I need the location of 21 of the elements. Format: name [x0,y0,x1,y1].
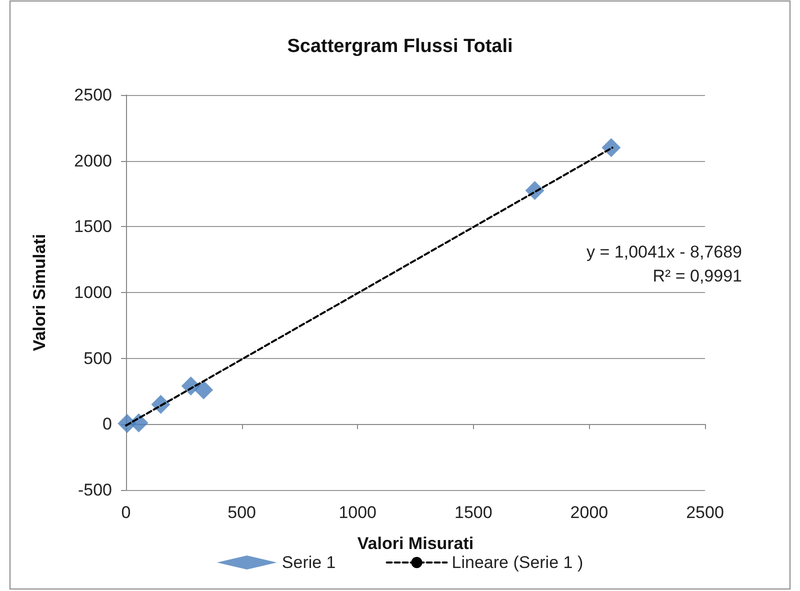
legend-label: Lineare (Serie 1 ) [452,553,584,572]
point [194,380,214,400]
legend-label: Serie 1 [282,553,336,572]
point [602,138,621,158]
x-tick-label: 500 [228,503,256,522]
y-axis-title: Valori Simulati [30,234,49,352]
chart-title: Scattergram Flussi Totali [287,36,513,57]
y-tick-label: -500 [78,480,112,500]
y-tick-label: 0 [102,414,112,434]
y-tick-label: 2000 [74,151,112,170]
y-tick-label: 1500 [74,217,112,236]
x-axis-title: Valori Misurati [357,534,474,553]
y-tick-label: 1000 [74,283,112,302]
annotation: y = 1,0041x - 8,7689 R² = 0,9991 [586,242,742,286]
x-tick-label: 2500 [686,503,724,522]
x-tick-label: 1000 [338,503,377,522]
x-tick-label: 1500 [454,503,492,522]
x-tick-label: 2000 [570,503,608,522]
x-tick-label: 0 [121,503,131,522]
y-tick-label: 500 [84,348,112,368]
y-tick-label: 2500 [74,86,112,104]
